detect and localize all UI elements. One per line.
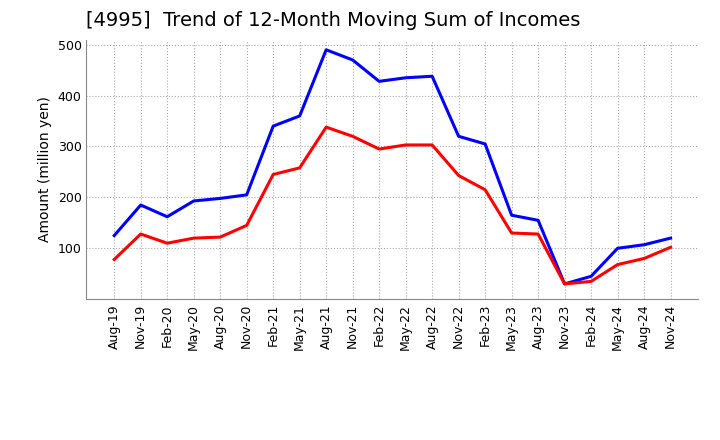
Ordinary Income	[613, 246, 622, 251]
Ordinary Income	[587, 274, 595, 279]
Ordinary Income	[136, 202, 145, 208]
Ordinary Income	[243, 192, 251, 198]
Net Income	[110, 257, 119, 262]
Net Income	[269, 172, 277, 177]
Text: [4995]  Trend of 12-Month Moving Sum of Incomes: [4995] Trend of 12-Month Moving Sum of I…	[86, 11, 581, 30]
Net Income	[243, 223, 251, 228]
Ordinary Income	[110, 233, 119, 238]
Ordinary Income	[428, 73, 436, 79]
Net Income	[560, 281, 569, 286]
Ordinary Income	[216, 196, 225, 201]
Net Income	[322, 125, 330, 130]
Net Income	[666, 245, 675, 250]
Ordinary Income	[666, 235, 675, 241]
Net Income	[163, 241, 171, 246]
Ordinary Income	[375, 79, 384, 84]
Ordinary Income	[189, 198, 198, 204]
Net Income	[587, 279, 595, 284]
Net Income	[295, 165, 304, 171]
Net Income	[348, 134, 357, 139]
Net Income	[401, 142, 410, 147]
Ordinary Income	[322, 47, 330, 52]
Net Income	[454, 173, 463, 178]
Ordinary Income	[295, 114, 304, 119]
Ordinary Income	[481, 141, 490, 147]
Net Income	[534, 231, 542, 237]
Line: Ordinary Income: Ordinary Income	[114, 50, 670, 284]
Net Income	[613, 262, 622, 267]
Ordinary Income	[534, 218, 542, 223]
Ordinary Income	[269, 124, 277, 129]
Ordinary Income	[640, 242, 649, 247]
Ordinary Income	[454, 134, 463, 139]
Ordinary Income	[560, 281, 569, 286]
Net Income	[508, 231, 516, 236]
Net Income	[640, 256, 649, 261]
Net Income	[375, 147, 384, 152]
Net Income	[136, 231, 145, 237]
Net Income	[216, 235, 225, 240]
Line: Net Income: Net Income	[114, 127, 670, 284]
Net Income	[428, 142, 436, 147]
Net Income	[189, 235, 198, 241]
Ordinary Income	[163, 214, 171, 220]
Net Income	[481, 187, 490, 192]
Ordinary Income	[508, 213, 516, 218]
Y-axis label: Amount (million yen): Amount (million yen)	[38, 96, 52, 242]
Ordinary Income	[401, 75, 410, 81]
Ordinary Income	[348, 57, 357, 62]
